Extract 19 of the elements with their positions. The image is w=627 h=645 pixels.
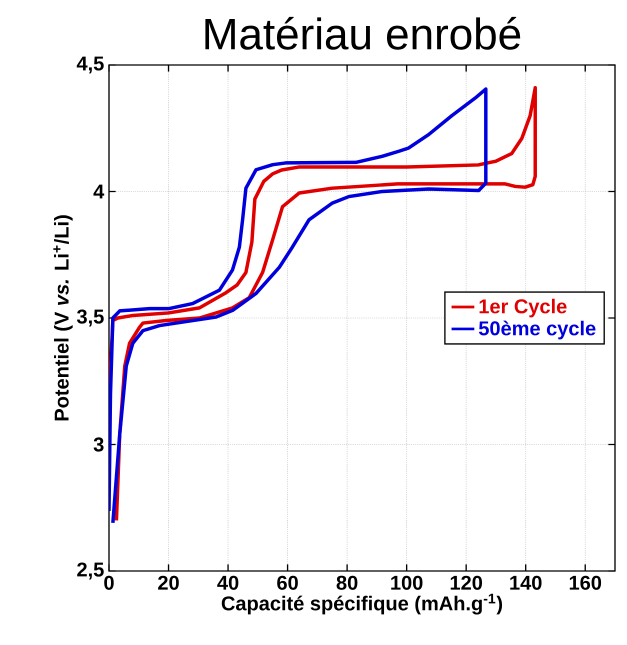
y-tick-label: 4,5 xyxy=(76,56,104,74)
y-tick-label: 4 xyxy=(93,184,104,198)
x-tick-label: 160 xyxy=(570,576,602,590)
x-tick-label: 140 xyxy=(510,576,542,590)
x-tick-label: 100 xyxy=(391,576,422,590)
y-tick-label: 3,5 xyxy=(76,309,104,327)
legend-label: 1er Cycle xyxy=(480,298,567,318)
x-tick-label: 80 xyxy=(336,576,358,590)
x-tick-label: 120 xyxy=(450,576,482,590)
x-tick-label: 0 xyxy=(104,576,114,590)
x-tick-label: 60 xyxy=(277,576,298,590)
legend-label: 50ème cycle xyxy=(478,320,596,340)
x-tick-label: 40 xyxy=(217,576,238,590)
y-tick-label: 3 xyxy=(94,437,104,452)
chart-title: Matériau enrobé xyxy=(205,16,520,50)
y-tick-label: 2,5 xyxy=(77,562,104,580)
x-tick-label: 20 xyxy=(158,576,179,590)
y-axis-title: Potentiel (V vs. Li$^{+}$/Li) xyxy=(53,215,73,420)
x-axis-title: Capacité spécifique (mAh.g$^{-1}$) xyxy=(222,594,502,615)
